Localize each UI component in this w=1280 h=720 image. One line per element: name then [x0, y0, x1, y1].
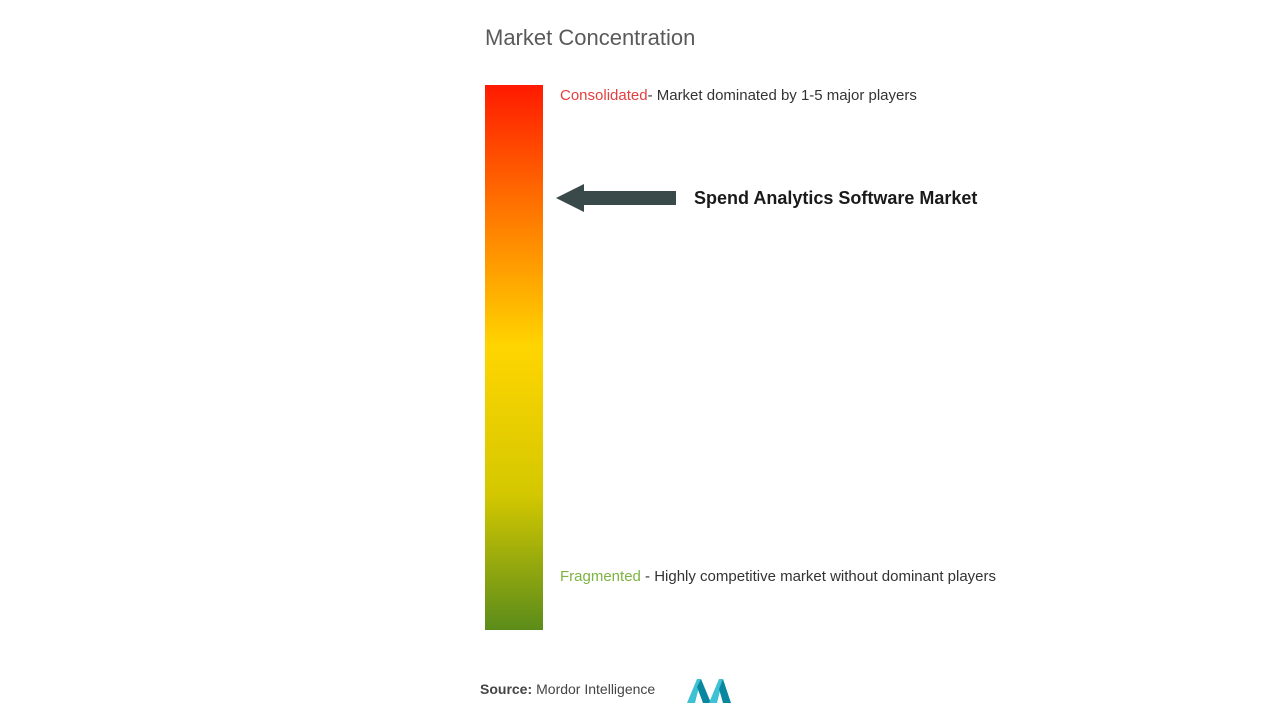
consolidated-keyword: Consolidated [560, 87, 648, 104]
market-marker-row: Spend Analytics Software Market [556, 182, 977, 214]
market-name-label: Spend Analytics Software Market [694, 188, 977, 209]
source-name: Mordor Intelligence [536, 681, 655, 697]
consolidated-description: - Market dominated by 1-5 major players [648, 87, 917, 104]
source-prefix: Source: [480, 681, 532, 697]
chart-title: Market Concentration [485, 25, 695, 51]
fragmented-description: - Highly competitive market without domi… [641, 568, 996, 585]
left-arrow-icon [556, 182, 676, 214]
mordor-logo-icon [687, 675, 731, 703]
fragmented-label: Fragmented - Highly competitive market w… [560, 560, 996, 593]
fragmented-keyword: Fragmented [560, 568, 641, 585]
source-attribution: Source: Mordor Intelligence [480, 675, 731, 703]
concentration-gradient-bar [485, 85, 543, 630]
consolidated-label: Consolidated- Market dominated by 1-5 ma… [560, 87, 917, 104]
